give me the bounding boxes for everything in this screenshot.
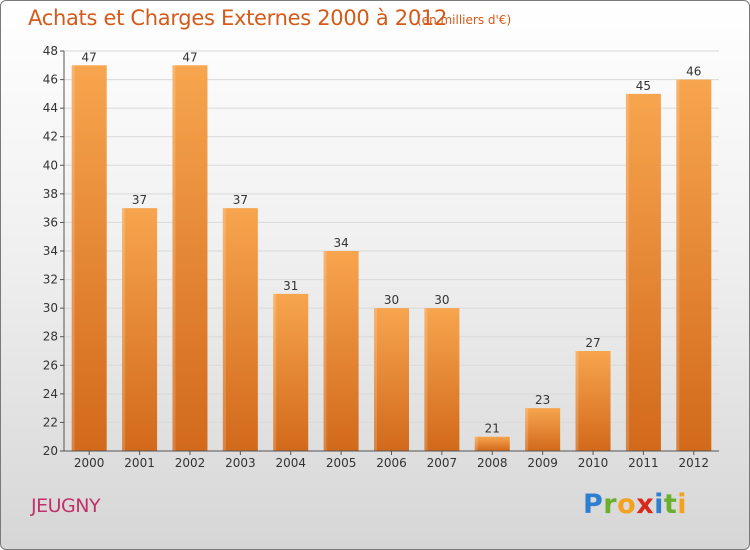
data-label: 23	[535, 393, 550, 407]
x-tick-label: 2006	[376, 456, 407, 470]
data-label: 37	[132, 193, 147, 207]
bar	[172, 65, 208, 452]
data-label: 45	[636, 79, 651, 93]
bar-highlight	[424, 308, 428, 451]
data-label: 47	[182, 50, 197, 64]
x-tick-label: 2012	[679, 456, 710, 470]
data-label: 46	[686, 65, 701, 79]
x-tick-label: 2000	[74, 456, 105, 470]
logo-letter: r	[603, 489, 618, 520]
y-tick-label: 36	[43, 215, 58, 229]
bar	[575, 351, 611, 451]
bar	[273, 293, 309, 451]
logo-letter: i	[677, 489, 688, 520]
data-label: 34	[333, 236, 348, 250]
logo-letter: t	[663, 489, 678, 520]
bar	[323, 251, 359, 451]
bar	[222, 208, 258, 451]
data-label: 47	[82, 50, 97, 64]
unit-label: (en milliers d'€)	[417, 13, 512, 27]
y-tick-label: 32	[43, 273, 58, 287]
labels: 20 22 24 26 28 30 32 34 36 38 40 42 44 46 48 47 2000 37 20…	[43, 44, 709, 470]
data-label: 27	[585, 336, 600, 350]
bar-highlight	[525, 408, 529, 451]
bar	[525, 408, 561, 451]
bar	[625, 93, 661, 451]
data-label: 30	[434, 293, 449, 307]
data-label: 31	[283, 279, 298, 293]
bar-highlight	[575, 351, 579, 451]
bar	[374, 308, 409, 451]
bar-highlight	[374, 308, 377, 451]
data-label: 30	[384, 293, 399, 307]
bar-highlight	[71, 65, 75, 452]
axes	[60, 50, 719, 455]
x-tick-label: 2008	[477, 456, 508, 470]
y-tick-label: 38	[43, 187, 58, 201]
x-tick-label: 2009	[527, 456, 558, 470]
y-tick-label: 48	[43, 44, 58, 58]
bar-highlight	[323, 251, 327, 451]
x-tick-label: 2003	[225, 456, 256, 470]
logo-letter: o	[617, 489, 637, 520]
data-label: 37	[233, 193, 248, 207]
bar	[424, 308, 460, 451]
bar-highlight	[172, 65, 176, 452]
proxiti-logo[interactable]: Proxiti	[583, 489, 687, 520]
logo-letter: x	[636, 489, 655, 520]
y-tick-label: 26	[43, 358, 58, 372]
bar-highlight	[676, 79, 680, 452]
y-tick-label: 40	[43, 158, 58, 172]
bar	[474, 436, 510, 451]
bar-highlight	[122, 208, 126, 451]
y-tick-label: 28	[43, 330, 58, 344]
y-tick-label: 44	[43, 101, 58, 115]
bar-highlight	[625, 93, 629, 451]
x-tick-label: 2001	[124, 456, 155, 470]
bar-highlight	[222, 208, 226, 451]
logo-letter: i	[654, 489, 664, 520]
bars	[71, 65, 712, 452]
y-tick-label: 34	[43, 244, 58, 258]
y-tick-label: 20	[43, 444, 58, 458]
y-tick-label: 46	[43, 73, 58, 87]
commune-name: JEUGNY	[31, 495, 101, 517]
x-tick-label: 2010	[578, 456, 609, 470]
data-label: 21	[485, 422, 500, 436]
bar-highlight	[474, 436, 478, 451]
logo-letter: P	[583, 489, 604, 520]
chart-title: Achats et Charges Externes 2000 à 2012	[28, 6, 448, 30]
bar	[71, 65, 107, 452]
x-tick-label: 2007	[427, 456, 458, 470]
y-tick-label: 42	[43, 130, 58, 144]
y-tick-label: 24	[43, 387, 58, 401]
bar-highlight	[273, 293, 277, 451]
x-tick-label: 2002	[175, 456, 206, 470]
x-tick-label: 2005	[326, 456, 357, 470]
bar	[122, 208, 158, 451]
y-tick-label: 30	[43, 301, 58, 315]
x-tick-label: 2004	[275, 456, 306, 470]
x-tick-label: 2011	[628, 456, 659, 470]
bar	[676, 79, 712, 452]
y-tick-label: 22	[43, 415, 58, 429]
